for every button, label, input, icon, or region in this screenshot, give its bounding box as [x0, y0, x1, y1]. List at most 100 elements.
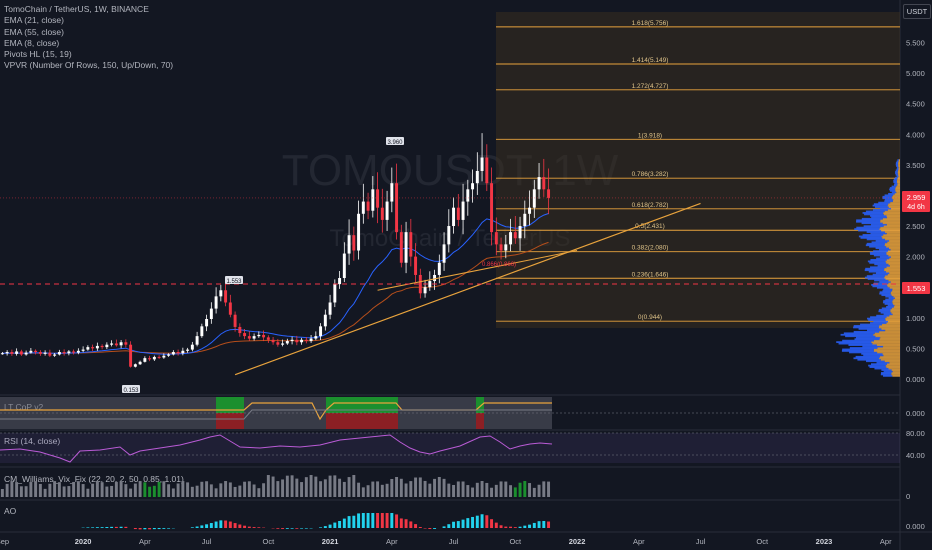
volume-profile-bar	[874, 206, 889, 208]
ao-bar	[133, 528, 137, 530]
candle-up	[357, 213, 361, 251]
candle-down	[380, 207, 384, 220]
volume-profile-bar	[896, 160, 899, 163]
candle-up	[43, 352, 47, 354]
ao-bar	[542, 520, 546, 528]
volume-profile-bar	[884, 198, 894, 201]
vix-bar	[494, 484, 498, 497]
candle-down	[224, 290, 228, 303]
vix-bar	[24, 486, 28, 497]
pivot-high-label: 3.960	[387, 140, 403, 146]
candle-up	[81, 349, 85, 351]
legend-ema55[interactable]: EMA (55, close)	[4, 26, 64, 37]
legend-ema8[interactable]: EMA (8, close)	[4, 37, 60, 48]
time-tick-label: Jul	[449, 537, 459, 546]
vix-bar	[490, 487, 494, 497]
volume-profile-bar	[893, 181, 898, 184]
volume-profile-bar	[883, 345, 900, 348]
volume-profile-bar	[885, 238, 900, 241]
ao-bar	[475, 515, 479, 528]
time-axis[interactable]: Sep 2020 Apr Jul Oct 2021 Apr Jul Oct 2022 Apr Jul O…	[0, 537, 892, 546]
vix-bar	[361, 487, 365, 497]
vix-bar	[471, 487, 475, 497]
ao-bar	[338, 520, 342, 528]
cop-pane[interactable]: 0.000	[0, 397, 925, 429]
volume-profile-bar	[885, 298, 894, 301]
volume-profile-bar	[897, 172, 900, 175]
support-trendline[interactable]	[234, 202, 701, 376]
volume-profile-bar	[881, 229, 900, 232]
vix-bar	[342, 481, 346, 497]
candle-up	[480, 157, 484, 171]
time-tick-label: 2022	[569, 537, 586, 546]
volume-profile-bar	[876, 272, 890, 275]
price-tick-label: 5.500	[906, 39, 925, 48]
volume-profile-bar	[873, 254, 889, 257]
volume-profile-bar	[869, 366, 887, 368]
fib-retracement-box[interactable]	[496, 12, 900, 328]
candle-up	[105, 344, 109, 348]
vix-pane-title[interactable]: CM_Williams_Vix_Fix (22, 20, 2, 50, 0.85…	[4, 474, 184, 484]
ao-bar	[371, 513, 375, 528]
candle-up	[428, 281, 432, 288]
volume-profile-bar	[888, 206, 900, 208]
candle-down	[395, 183, 399, 233]
volume-profile-bar	[876, 257, 890, 260]
candle-down	[352, 235, 356, 251]
volume-profile-bar	[864, 276, 885, 279]
volume-profile-bar	[893, 295, 900, 298]
vix-bar	[266, 475, 270, 497]
volume-profile-bar	[882, 289, 893, 292]
volume-profile-bar	[896, 179, 900, 182]
vix-fix-pane[interactable]: 0	[0, 475, 910, 501]
volume-profile-bar	[853, 330, 880, 333]
vix-bar	[72, 481, 76, 497]
volume-profile-bar	[863, 225, 884, 228]
ao-pane-title[interactable]: AO	[4, 506, 17, 516]
legend-vpvr[interactable]: VPVR (Number Of Rows, 150, Up/Down, 70)	[4, 60, 174, 71]
volume-profile-bar	[854, 228, 880, 230]
rsi-pane-title[interactable]: RSI (14, close)	[4, 436, 61, 446]
ao-bar	[414, 524, 418, 528]
candle-up	[57, 352, 61, 355]
ao-bar	[380, 513, 384, 528]
candle-up	[504, 244, 508, 251]
fib-levels[interactable]: 1.618(5.756) 1.414(5.149) 1.272(4.727) 1(3.…	[496, 20, 900, 322]
volume-profile-bar	[884, 244, 900, 247]
ao-bar	[532, 522, 536, 528]
legend-symbol[interactable]: TomoChain / TetherUS, 1W, BINANCE	[4, 4, 149, 14]
candle-down	[157, 356, 161, 358]
ao-bar	[162, 528, 166, 529]
candle-up	[452, 207, 456, 227]
volume-profile-bar	[853, 325, 880, 327]
volume-profile-bar	[883, 370, 893, 373]
vix-bar	[76, 481, 80, 497]
vix-bar	[257, 488, 261, 497]
rsi-pane[interactable]: 80.00 40.00	[0, 429, 925, 463]
volume-profile-bar	[882, 301, 893, 304]
ao-bar	[157, 528, 161, 530]
vix-bar	[214, 488, 218, 497]
currency-badge[interactable]: USDT	[903, 4, 931, 19]
vix-bar	[129, 488, 133, 497]
volume-profile-bar	[887, 241, 900, 244]
awesome-oscillator-pane[interactable]: 0.000	[81, 513, 925, 531]
ao-bar	[466, 518, 470, 528]
hline-price-badge[interactable]	[902, 282, 930, 294]
legend-ema21[interactable]: EMA (21, close)	[4, 15, 64, 26]
candle-up	[152, 356, 156, 360]
support-trendline-2[interactable]	[377, 250, 578, 291]
candle-up	[186, 349, 190, 351]
volume-profile-bar	[849, 347, 878, 349]
legend-pivots[interactable]: Pivots HL (15, 19)	[4, 49, 72, 60]
vix-bar	[523, 481, 527, 497]
volume-profile-bar	[866, 242, 886, 245]
volume-profile-bar	[898, 173, 900, 176]
pivot-labels: 3.960 1.553 0.153 0.866(0.866)	[122, 137, 516, 394]
time-tick-label: Oct	[263, 537, 276, 546]
time-tick-label: Sep	[0, 537, 9, 546]
current-price-badge[interactable]	[902, 191, 930, 212]
candle-up	[53, 354, 57, 356]
time-tick-label: Apr	[880, 537, 892, 546]
